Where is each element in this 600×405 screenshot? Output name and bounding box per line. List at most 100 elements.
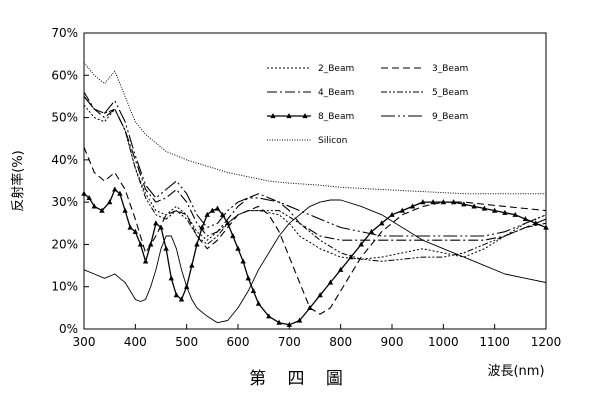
series-line-4-beam [83,91,547,241]
x-axis: 300 400 500 600 700 800 900 1000 1100 1200 [73,324,562,349]
data-point-8-beam [230,232,236,239]
x-tick-label: 900 [381,335,404,349]
data-point-8-beam [409,203,416,209]
x-tick-label: 700 [278,335,301,349]
y-tick-label: 60% [51,68,78,82]
x-tick-label: 1100 [479,335,510,349]
data-point-8-beam [132,228,139,234]
data-point-8-beam [81,190,87,196]
data-point-8-beam [430,199,436,205]
data-point-8-beam [327,279,334,285]
data-point-8-beam [522,216,529,222]
y-axis: 0% 10% 20% 30% 40% 50% 60% 70% [51,26,89,336]
data-point-8-beam [502,209,508,215]
data-point-8-beam [276,319,282,325]
legend-label-silicon: Silicon [318,136,347,146]
data-point-8-beam [450,199,457,205]
x-tick-label: 1000 [428,335,459,349]
y-tick-label: 40% [51,153,78,167]
data-point-8-beam [225,220,231,226]
x-tick-label: 800 [329,335,352,349]
series-line-9-beam [83,96,547,237]
data-point-8-beam [214,205,221,211]
data-point-8-beam [307,304,313,310]
data-point-8-beam [368,228,375,234]
legend-label-3-beam: 3_Beam [432,64,468,74]
data-point-8-beam [189,262,195,268]
x-tick-label: 1200 [531,335,562,349]
data-point-8-beam [337,266,344,272]
data-point-8-beam [348,254,354,260]
data-point-8-beam [99,207,105,213]
data-point-8-beam [163,245,169,251]
series-line-unlabeled-curve [83,199,547,324]
legend-label-9-beam: 9_Beam [432,112,468,122]
data-point-8-beam [543,224,549,230]
data-point-8-beam [148,241,154,247]
data-point-8-beam [255,300,262,306]
series-line-silicon [83,62,546,195]
data-point-8-beam [158,224,164,230]
y-tick-label: 10% [51,280,78,294]
legend-marker [270,113,276,119]
data-point-8-beam [245,275,251,281]
data-point-8-beam [250,287,257,294]
data-point-8-beam [204,211,210,217]
series-line-8-beam [83,188,547,326]
data-point-8-beam [286,321,293,327]
data-point-8-beam [112,186,118,192]
data-point-8-beam [379,220,385,226]
legend-label-8-beam: 8_Beam [318,112,354,122]
y-tick-label: 0% [59,322,78,336]
data-point-8-beam [481,205,488,211]
x-tick-label: 600 [227,335,250,349]
data-point-8-beam [194,241,200,247]
y-tick-label: 50% [51,111,78,125]
y-tick-label: 20% [51,237,78,251]
legend-marker [286,113,292,119]
figure-caption: 第 四 圖 [249,369,351,389]
data-point-8-beam [235,245,241,251]
legend-label-4-beam: 4_Beam [318,88,354,98]
data-point-8-beam [86,194,92,201]
data-point-8-beam [358,241,364,247]
data-point-8-beam [127,224,133,230]
data-point-8-beam [168,275,174,281]
data-point-8-beam [317,292,323,298]
data-point-8-beam [461,201,467,207]
data-point-8-beam [440,199,447,205]
x-tick-label: 300 [73,335,96,349]
legend-marker [302,113,308,119]
data-point-8-beam [240,258,246,264]
data-point-8-beam [471,203,477,209]
data-point-8-beam [178,296,185,302]
data-point-8-beam [142,258,149,264]
data-point-8-beam [512,211,518,217]
data-point-8-beam [296,317,303,323]
data-point-8-beam [137,241,144,247]
series-layer [81,62,549,327]
legend-label-5-beam: 5_Beam [432,88,468,98]
y-tick-label: 30% [51,195,78,209]
data-point-8-beam [173,292,180,298]
plot-frame [83,32,547,330]
series-line-3-beam [83,146,547,315]
data-point-8-beam [399,207,405,213]
data-point-8-beam [389,211,395,217]
x-tick-label: 400 [124,335,147,349]
data-point-8-beam [209,207,216,213]
legend-label-2-beam: 2_Beam [318,64,354,74]
data-point-8-beam [106,199,113,205]
legend: 2_Beam 3_Beam 4_Beam 5_Beam 8_Beam 9_Beam Sili… [267,64,468,146]
data-point-8-beam [122,207,128,213]
data-point-8-beam [420,199,426,205]
data-point-8-beam [91,203,97,209]
series-line-5-beam [83,96,547,262]
x-tick-label: 500 [175,335,198,349]
data-point-8-beam [117,190,123,196]
data-point-8-beam [533,220,539,226]
x-axis-title: 波長(nm) [487,364,544,379]
data-point-8-beam [491,207,498,213]
data-point-8-beam [153,220,159,226]
